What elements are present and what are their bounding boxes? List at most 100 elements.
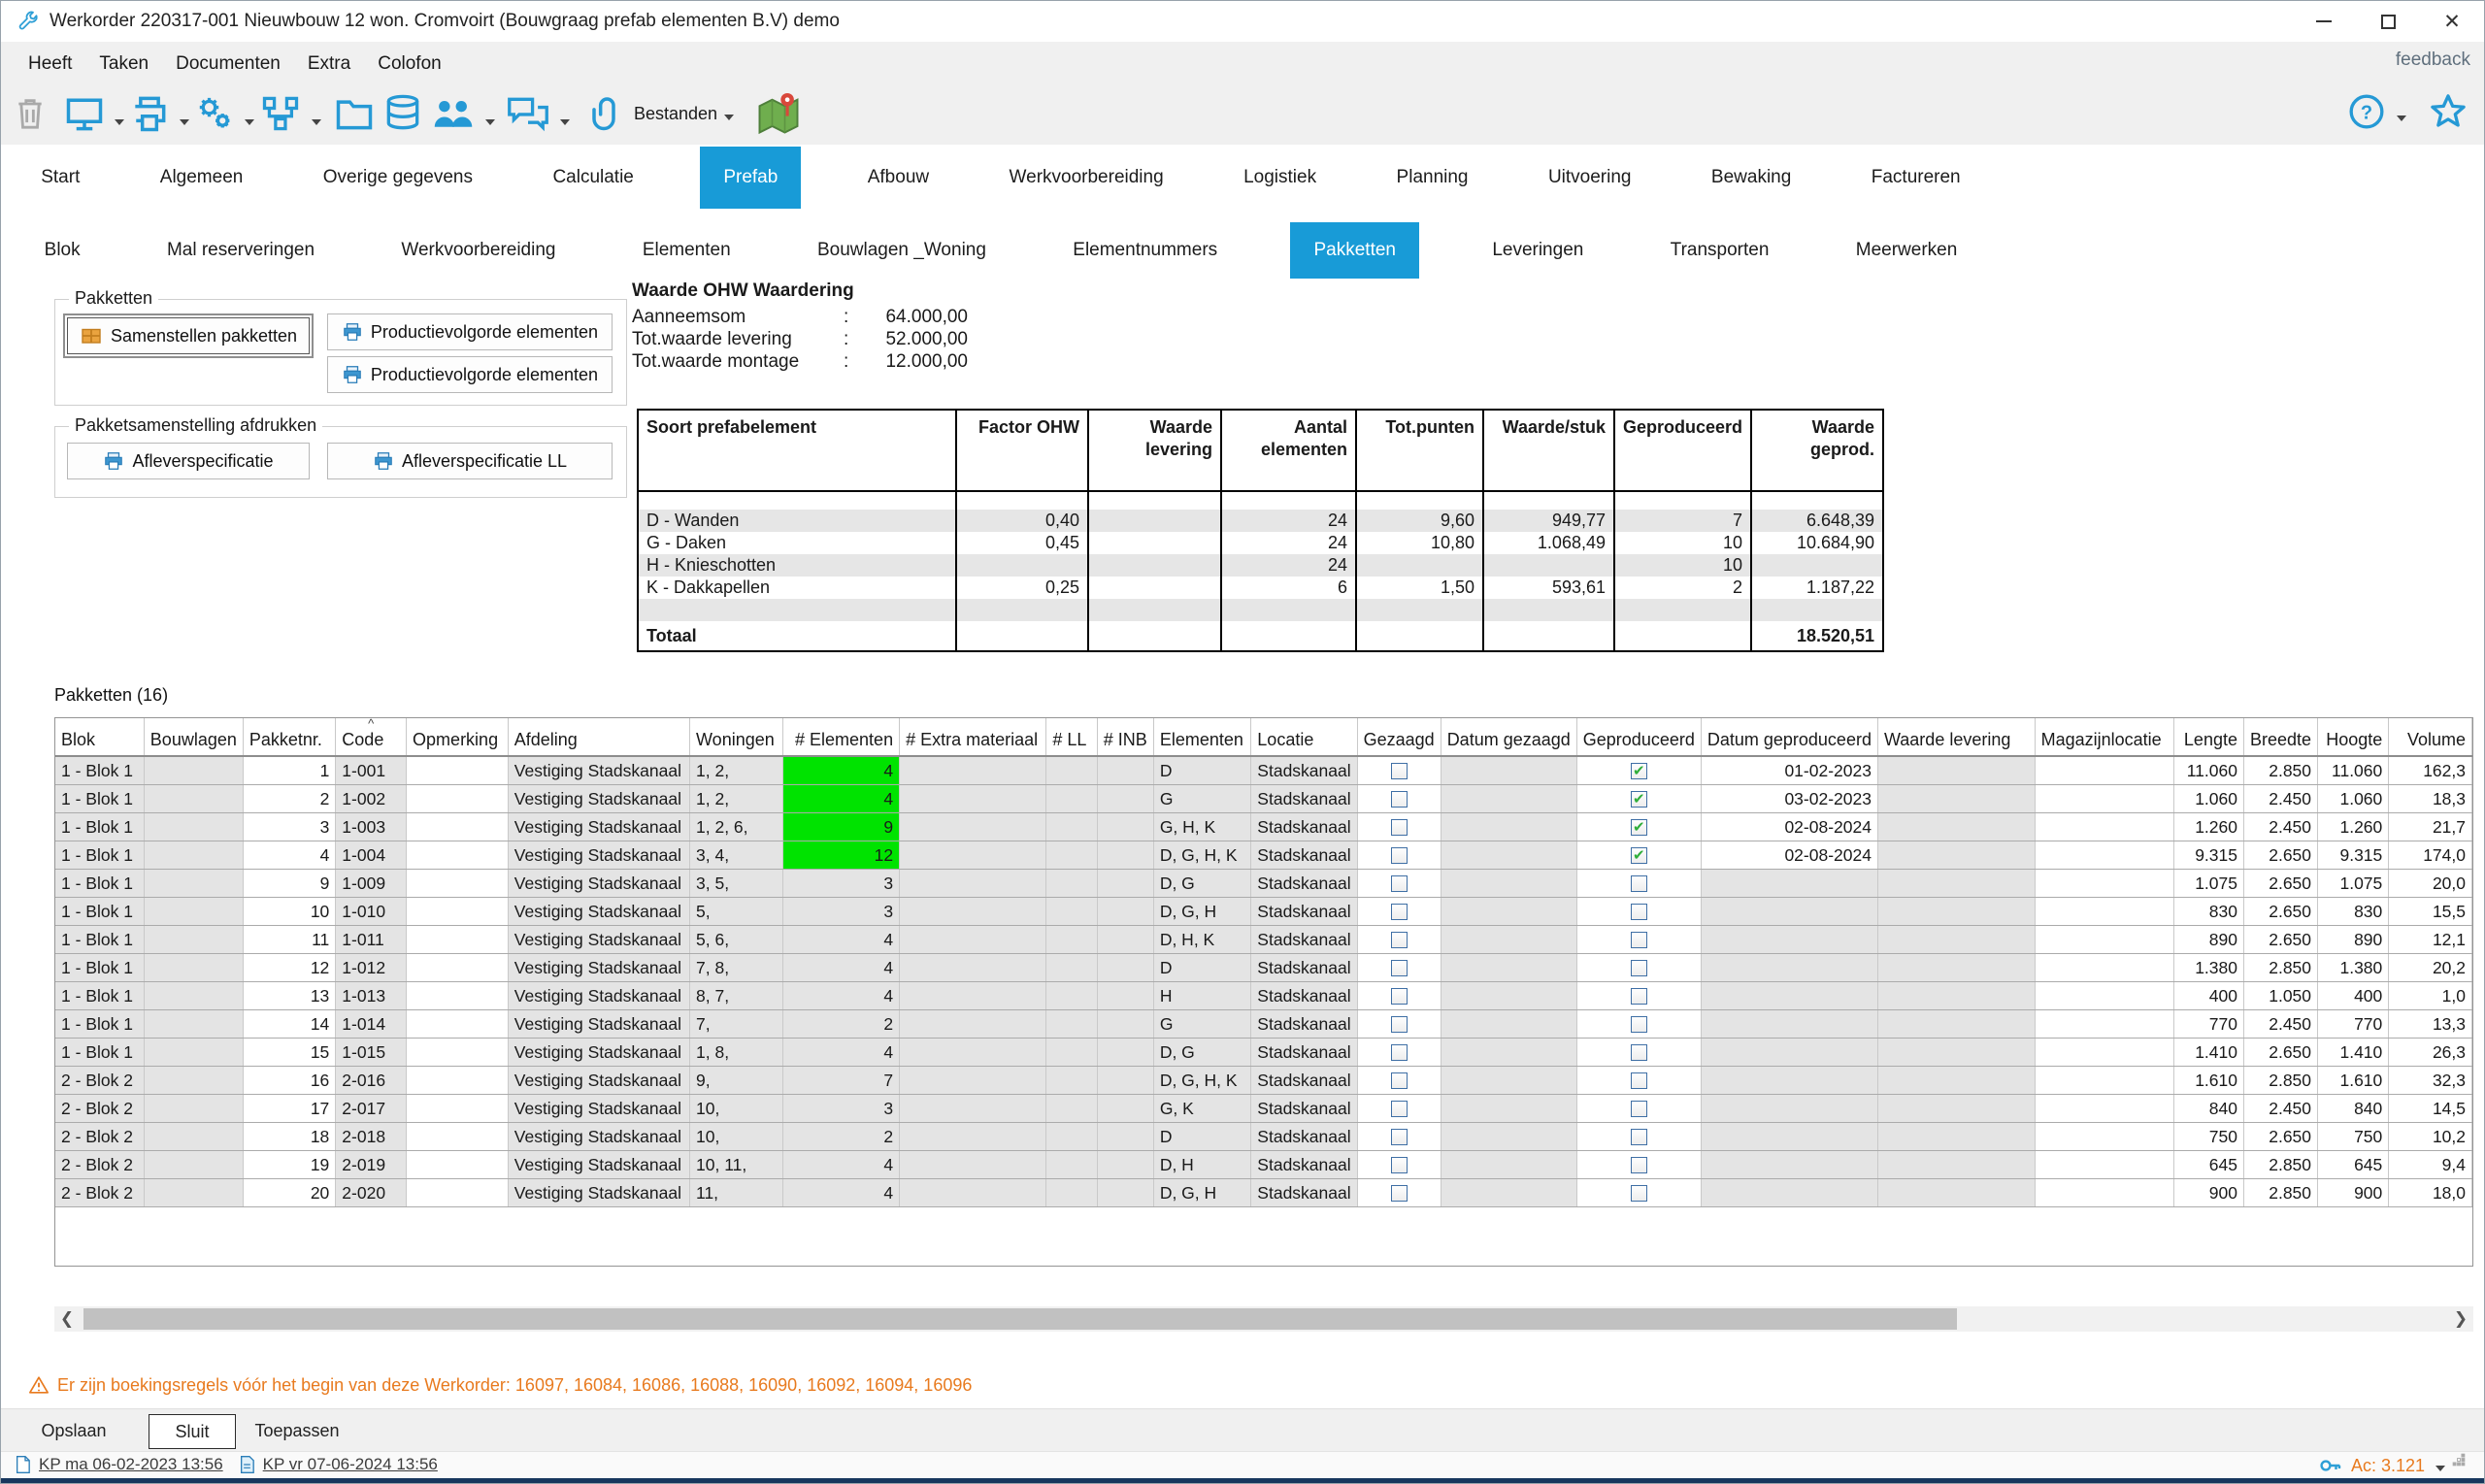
samenstellen-pakketten-button[interactable]: Samenstellen pakketten [67,317,310,354]
table-row[interactable]: 1 - Blok 1121-012Vestiging Stadskanaal7,… [55,954,2472,982]
access-caret-icon[interactable] [2435,1466,2445,1471]
geproduceerd-checkbox[interactable] [1631,1185,1647,1202]
gezaagd-checkbox[interactable] [1391,1101,1408,1117]
settings-icon[interactable] [193,92,236,135]
column-header-pakketnr[interactable]: Pakketnr. [243,718,335,756]
column-header-gezaagd[interactable]: Gezaagd [1357,718,1441,756]
table-row[interactable]: 1 - Blok 191-009Vestiging Stadskanaal3, … [55,870,2472,898]
workflow-icon[interactable] [258,92,303,135]
tab-calculatie[interactable]: Calculatie [539,147,646,209]
column-header-extra-materiaal[interactable]: # Extra materiaal [900,718,1046,756]
table-row[interactable]: 2 - Blok 2192-019Vestiging Stadskanaal10… [55,1151,2472,1179]
gezaagd-checkbox[interactable] [1391,1157,1408,1173]
productievolgorde-button-1[interactable]: Productievolgorde elementen [327,313,613,350]
column-header-datum-geproduceerd[interactable]: Datum geproduceerd [1701,718,1877,756]
table-row[interactable]: 1 - Blok 1141-014Vestiging Stadskanaal7,… [55,1010,2472,1039]
close-button[interactable]: ✕ [2420,1,2484,42]
scrollbar-thumb[interactable] [83,1308,1957,1330]
opslaan-button[interactable]: Opslaan [20,1414,127,1447]
tab-overige-gegevens[interactable]: Overige gegevens [310,147,486,209]
tab-algemeen[interactable]: Algemeen [147,147,257,209]
tab-prefab[interactable]: Prefab [700,147,801,209]
gezaagd-checkbox[interactable] [1391,1129,1408,1145]
column-header-ll[interactable]: # LL [1046,718,1097,756]
column-header-inb[interactable]: # INB [1097,718,1153,756]
print-icon[interactable] [128,92,171,135]
help-caret-icon[interactable] [2397,115,2406,121]
geproduceerd-checkbox[interactable] [1631,1072,1647,1089]
tab-bewaking[interactable]: Bewaking [1698,147,1805,209]
gezaagd-checkbox[interactable] [1391,1016,1408,1033]
subtab-bouwlagen-woning[interactable]: Bouwlagen _Woning [804,222,1000,279]
menu-extra[interactable]: Extra [294,48,364,81]
kp-modified-link[interactable]: KP vr 07-06-2024 13:56 [263,1455,438,1474]
subtab-leveringen[interactable]: Leveringen [1478,222,1597,279]
table-row[interactable]: 2 - Blok 2202-020Vestiging Stadskanaal11… [55,1179,2472,1207]
folder-icon[interactable] [333,92,376,135]
table-row[interactable]: 1 - Blok 121-002Vestiging Stadskanaal1, … [55,785,2472,813]
table-row[interactable]: 1 - Blok 141-004Vestiging Stadskanaal3, … [55,841,2472,870]
toepassen-button[interactable]: Toepassen [244,1414,350,1447]
column-header-blok[interactable]: Blok [55,718,144,756]
tab-planning[interactable]: Planning [1383,147,1482,209]
subtab-transporten[interactable]: Transporten [1657,222,1783,279]
table-row[interactable]: 1 - Blok 111-001Vestiging Stadskanaal1, … [55,756,2472,785]
subtab-meerwerken[interactable]: Meerwerken [1842,222,1971,279]
gezaagd-checkbox[interactable] [1391,904,1408,920]
subtab-werkvoorbereiding[interactable]: Werkvoorbereiding [387,222,569,279]
geproduceerd-checkbox[interactable] [1631,1101,1647,1117]
geproduceerd-checkbox[interactable] [1631,791,1647,808]
menu-heeft[interactable]: Heeft [15,48,85,81]
gezaagd-checkbox[interactable] [1391,988,1408,1005]
kp-created-link[interactable]: KP ma 06-02-2023 13:56 [39,1455,223,1474]
table-row[interactable]: 2 - Blok 2172-017Vestiging Stadskanaal10… [55,1095,2472,1123]
gezaagd-checkbox[interactable] [1391,960,1408,976]
gezaagd-checkbox[interactable] [1391,819,1408,836]
table-row[interactable]: 1 - Blok 1151-015Vestiging Stadskanaal1,… [55,1039,2472,1067]
help-icon[interactable]: ? [2347,92,2386,136]
tab-uitvoering[interactable]: Uitvoering [1535,147,1645,209]
geproduceerd-checkbox[interactable] [1631,988,1647,1005]
column-header-locatie[interactable]: Locatie [1251,718,1357,756]
geproduceerd-checkbox[interactable] [1631,819,1647,836]
column-header-magazijnlocatie[interactable]: Magazijnlocatie [2035,718,2173,756]
column-header-bouwlagen[interactable]: Bouwlagen [144,718,243,756]
menu-colofon[interactable]: Colofon [364,48,455,81]
horizontal-scrollbar[interactable]: ❮ ❯ [54,1306,2473,1332]
gezaagd-checkbox[interactable] [1391,763,1408,779]
column-header-waarde-levering[interactable]: Waarde levering [1877,718,2035,756]
sluit-button[interactable]: Sluit [149,1414,236,1449]
column-header-elementen[interactable]: # Elementen [783,718,900,756]
column-header-volume[interactable]: Volume [2389,718,2472,756]
table-row[interactable]: 1 - Blok 1131-013Vestiging Stadskanaal8,… [55,982,2472,1010]
subtab-elementen[interactable]: Elementen [629,222,745,279]
table-row[interactable]: 2 - Blok 2182-018Vestiging Stadskanaal10… [55,1123,2472,1151]
column-header-opmerking[interactable]: Opmerking [407,718,509,756]
resize-grip[interactable] [2458,1459,2460,1461]
geproduceerd-checkbox[interactable] [1631,1044,1647,1061]
bestanden-caret-icon[interactable] [724,115,734,120]
column-header-woningen[interactable]: Woningen [690,718,783,756]
gezaagd-checkbox[interactable] [1391,932,1408,948]
chat-caret-icon[interactable] [560,119,570,125]
table-row[interactable]: 1 - Blok 1111-011Vestiging Stadskanaal5,… [55,926,2472,954]
column-header-breedte[interactable]: Breedte [2243,718,2317,756]
afleverspecificatie-button[interactable]: Afleverspecificatie [67,443,310,479]
column-header-afdeling[interactable]: Afdeling [508,718,689,756]
display-icon[interactable] [63,92,106,135]
gezaagd-checkbox[interactable] [1391,875,1408,892]
table-row[interactable]: 1 - Blok 1101-010Vestiging Stadskanaal5,… [55,898,2472,926]
gezaagd-checkbox[interactable] [1391,1044,1408,1061]
subtab-blok[interactable]: Blok [31,222,94,279]
column-header-hoogte[interactable]: Hoogte [2318,718,2389,756]
paperclip-icon[interactable] [587,92,626,135]
settings-caret-icon[interactable] [245,119,254,125]
gezaagd-checkbox[interactable] [1391,847,1408,864]
column-header-datum-gezaagd[interactable]: Datum gezaagd [1441,718,1576,756]
workflow-caret-icon[interactable] [312,119,321,125]
subtab-mal-reserveringen[interactable]: Mal reserveringen [153,222,328,279]
scroll-left-icon[interactable]: ❮ [54,1306,80,1332]
geproduceerd-checkbox[interactable] [1631,932,1647,948]
users-caret-icon[interactable] [485,119,495,125]
display-caret-icon[interactable] [115,119,124,125]
